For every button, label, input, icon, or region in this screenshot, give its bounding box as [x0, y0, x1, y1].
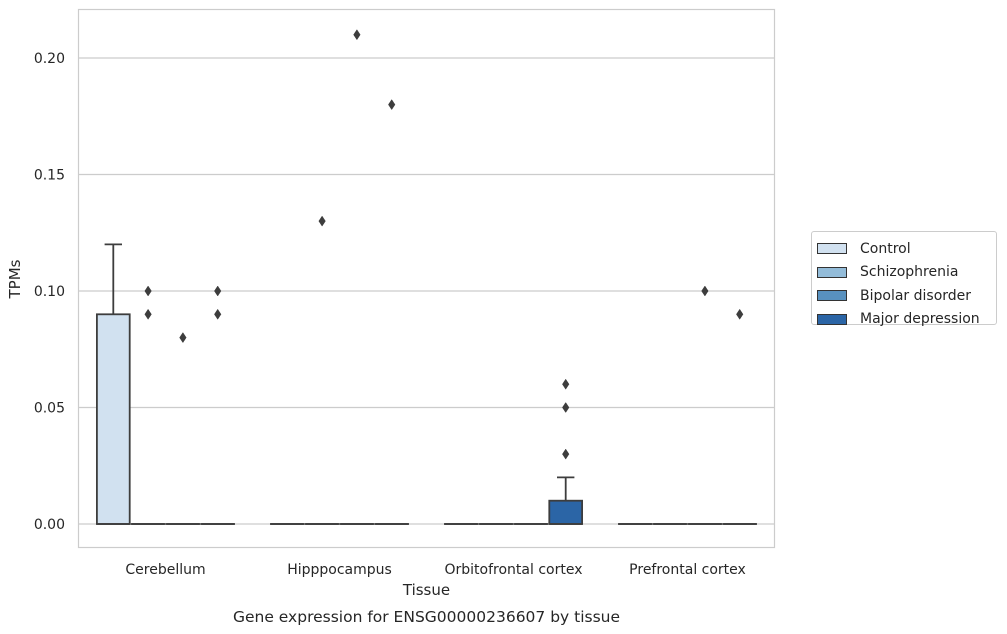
y-tick-label: 0.00 — [34, 517, 65, 533]
legend-label: Control — [860, 240, 911, 257]
y-tick-label: 0.05 — [34, 401, 65, 417]
box-major-depression — [200, 285, 236, 525]
y-tick-label: 0.10 — [34, 284, 65, 300]
x-axis-label: Tissue — [402, 581, 450, 599]
outlier-point — [701, 285, 709, 297]
legend-swatch — [817, 266, 847, 278]
box-major-depression — [548, 378, 583, 525]
outlier-point — [144, 308, 152, 320]
x-tick-label: Cerebellum — [125, 562, 205, 578]
y-tick-labels: 0.00 0.05 0.10 0.15 0.20 — [34, 51, 65, 533]
legend-swatch — [817, 243, 847, 255]
box-bipolar-disorder — [339, 29, 375, 525]
outlier-point — [353, 29, 361, 41]
outlier-point — [214, 285, 222, 297]
outlier-point — [562, 378, 570, 390]
box-groups — [96, 29, 757, 525]
y-axis-label: TPMs — [6, 259, 24, 299]
legend-label: Major depression — [860, 311, 980, 328]
x-tick-label: Hipppocampus — [287, 562, 392, 578]
box-schizophrenia — [304, 215, 340, 525]
legend-item: Schizophrenia — [817, 261, 996, 285]
y-tick-label: 0.20 — [34, 51, 65, 67]
box-bipolar-disorder — [165, 332, 201, 525]
legend-swatch — [817, 313, 847, 325]
y-tick-label: 0.15 — [34, 168, 65, 184]
legend-item: Bipolar disorder — [817, 284, 996, 308]
x-tick-labels: Cerebellum Hipppocampus Orbitofrontal cort… — [125, 562, 745, 578]
legend-label: Schizophrenia — [860, 264, 959, 281]
box-bipolar-disorder — [687, 285, 723, 525]
outlier-point — [318, 215, 326, 227]
chart-title: Gene expression for ENSG00000236607 by t… — [233, 608, 620, 626]
outlier-point — [214, 308, 222, 320]
legend-swatch — [817, 290, 847, 302]
outlier-point — [736, 308, 744, 320]
box-major-depression — [722, 308, 757, 525]
gridlines — [78, 57, 775, 525]
outlier-point — [388, 99, 396, 111]
plot-frame — [77, 8, 776, 549]
box — [548, 499, 583, 525]
box-major-depression — [374, 99, 409, 525]
box-control — [96, 243, 131, 525]
legend-label: Bipolar disorder — [860, 287, 972, 304]
box-schizophrenia — [130, 285, 166, 525]
legend-item: Major depression — [817, 308, 996, 332]
legend: Control Schizophrenia Bipolar disorder Majo… — [811, 231, 997, 327]
outlier-point — [179, 332, 187, 344]
legend-item: Control — [817, 237, 996, 261]
outlier-point — [562, 402, 570, 413]
x-tick-label: Prefrontal cortex — [629, 562, 746, 578]
outlier-point — [144, 285, 152, 297]
outlier-point — [562, 448, 570, 460]
box — [96, 313, 131, 525]
x-tick-label: Orbitofrontal cortex — [445, 562, 583, 578]
